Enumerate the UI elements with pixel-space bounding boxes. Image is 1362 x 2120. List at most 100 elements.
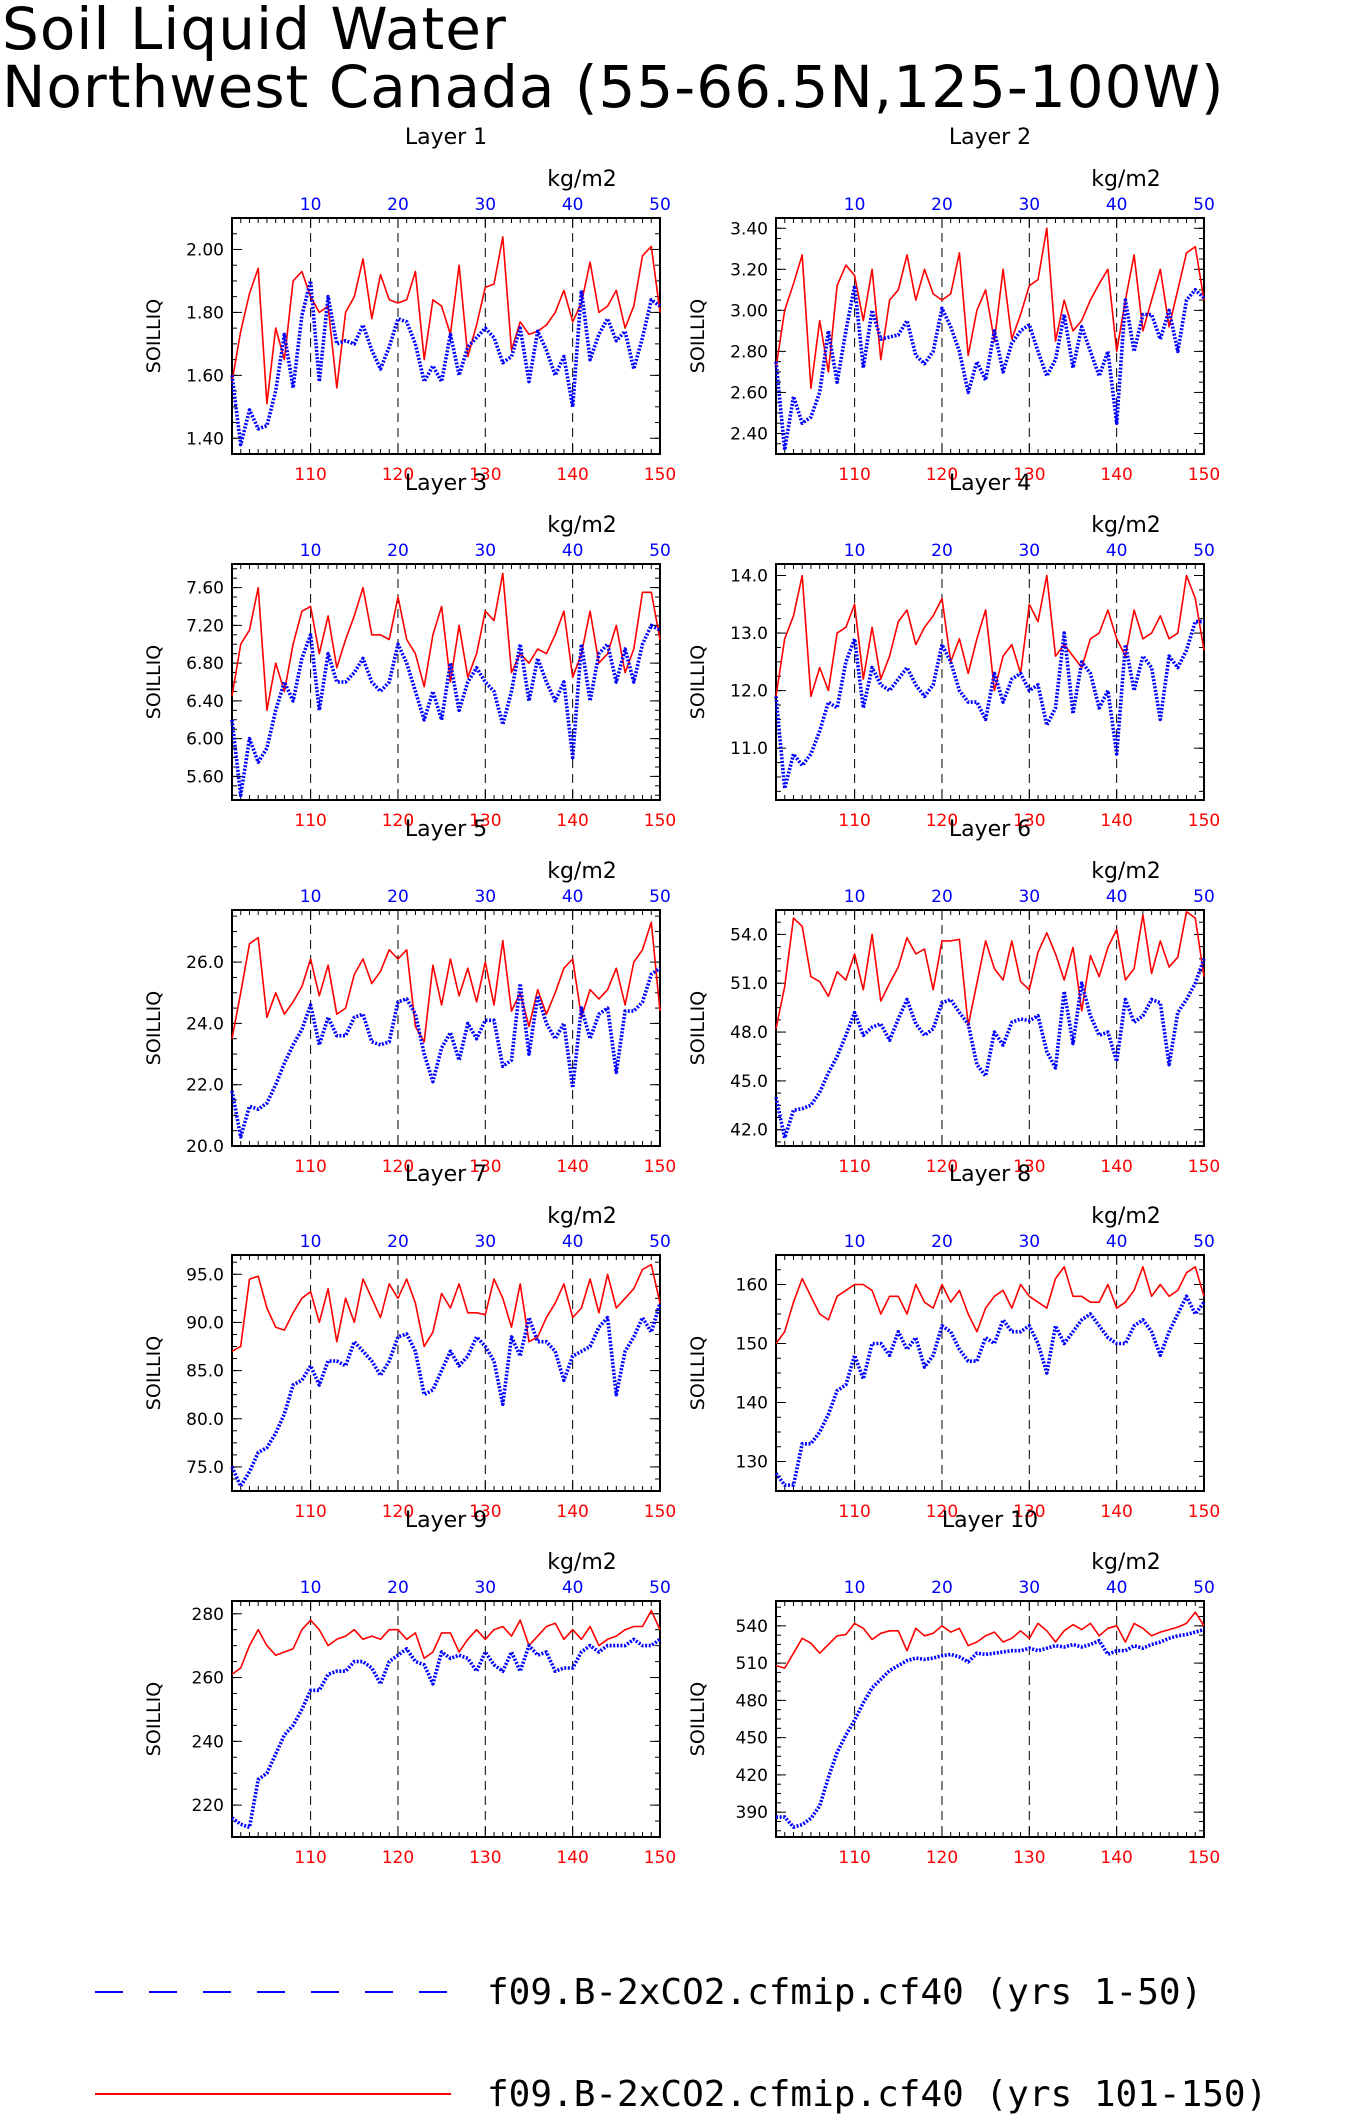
y-tick-label: 45.0 <box>730 1072 768 1092</box>
x-tick-label-top: 30 <box>1018 1232 1040 1252</box>
top-axis-label: kg/m2 <box>1091 513 1161 538</box>
x-tick-label-top: 30 <box>1018 1578 1040 1598</box>
x-tick-label-bottom: 120 <box>382 1848 414 1868</box>
legend-item-late: f09.B-2xCO2.cfmip.cf40 (yrs 101-150) <box>95 2070 1335 2120</box>
x-tick-label-top: 40 <box>562 1578 584 1598</box>
x-tick-label-bottom: 150 <box>644 1848 676 1868</box>
y-tick-label: 3.20 <box>730 260 768 280</box>
x-tick-label-bottom: 150 <box>644 811 676 831</box>
x-tick-label-bottom: 130 <box>1013 1502 1045 1522</box>
x-tick-label-top: 20 <box>387 887 409 907</box>
y-tick-label: 22.0 <box>186 1076 224 1096</box>
plot-frame <box>231 909 661 1147</box>
y-tick-label: 24.0 <box>186 1014 224 1034</box>
x-tick-label-top: 50 <box>649 1232 671 1252</box>
y-tick-label: 54.0 <box>730 925 768 945</box>
series-line-yrs-1-50 <box>230 1637 662 1830</box>
x-tick-label-top: 40 <box>1106 1578 1128 1598</box>
x-tick-label-top: 20 <box>387 1578 409 1598</box>
panel-title: Layer 7 <box>405 1162 487 1187</box>
y-tick-label: 1.80 <box>186 303 224 323</box>
y-axis-label: SOILLIQ <box>143 1336 165 1410</box>
plot-frame <box>231 1600 661 1838</box>
plot-frame <box>231 1254 661 1492</box>
y-tick-label: 48.0 <box>730 1023 768 1043</box>
x-tick-label-top: 50 <box>1193 541 1215 561</box>
series-line-yrs-101-150 <box>775 227 1205 390</box>
series-line-yrs-101-150 <box>775 910 1205 1029</box>
y-tick-label: 240 <box>192 1732 224 1752</box>
x-tick-label-top: 40 <box>1106 887 1128 907</box>
x-tick-label-bottom: 150 <box>1188 811 1220 831</box>
x-tick-label-top: 50 <box>649 541 671 561</box>
plot-frame <box>775 1254 1205 1492</box>
series-line-yrs-1-50 <box>774 283 1206 452</box>
y-tick-label: 540 <box>736 1617 768 1637</box>
x-tick-label-top: 10 <box>300 195 322 215</box>
legend-swatch-solid-red <box>95 2093 451 2095</box>
plot-frame <box>775 217 1205 455</box>
x-tick-label-bottom: 110 <box>294 1157 326 1177</box>
chart-title-line-1: Soil Liquid Water <box>2 0 507 63</box>
x-tick-label-top: 20 <box>387 541 409 561</box>
y-axis-label: SOILLIQ <box>687 991 709 1065</box>
y-axis-label: SOILLIQ <box>687 299 709 373</box>
y-tick-label: 140 <box>736 1394 768 1414</box>
panel-title: Layer 8 <box>949 1162 1031 1187</box>
y-axis-label: SOILLIQ <box>687 1336 709 1410</box>
x-tick-label-bottom: 110 <box>838 1157 870 1177</box>
panel-layer-10: 390 420 450 480 510 540 110 120 130 140 150 10 20 30 4… <box>687 1508 1220 1868</box>
x-tick-label-bottom: 130 <box>469 1848 501 1868</box>
panel-title: Layer 10 <box>942 1508 1038 1533</box>
x-tick-label-bottom: 140 <box>1100 1157 1132 1177</box>
y-tick-label: 7.20 <box>186 616 224 636</box>
x-tick-label-bottom: 140 <box>556 1848 588 1868</box>
panel-title: Layer 5 <box>405 817 487 842</box>
x-tick-label-bottom: 140 <box>1100 1502 1132 1522</box>
y-tick-label: 2.40 <box>730 424 768 444</box>
series-line-yrs-101-150 <box>231 1609 661 1676</box>
x-tick-label-top: 40 <box>562 887 584 907</box>
series-line-yrs-1-50 <box>230 966 662 1139</box>
x-tick-label-bottom: 140 <box>1100 811 1132 831</box>
y-tick-label: 1.40 <box>186 429 224 449</box>
y-axis-label: SOILLIQ <box>143 299 165 373</box>
y-tick-label: 80.0 <box>186 1410 224 1430</box>
x-tick-label-top: 10 <box>844 195 866 215</box>
y-tick-label: 20.0 <box>186 1137 224 1157</box>
x-tick-label-top: 30 <box>474 541 496 561</box>
y-tick-label: 2.00 <box>186 240 224 260</box>
y-axis-label: SOILLIQ <box>143 645 165 719</box>
x-tick-label-bottom: 150 <box>1188 465 1220 485</box>
x-tick-label-bottom: 120 <box>926 811 958 831</box>
y-tick-label: 51.0 <box>730 974 768 994</box>
y-tick-label: 26.0 <box>186 953 224 973</box>
x-tick-label-top: 50 <box>1193 1578 1215 1598</box>
y-tick-label: 90.0 <box>186 1313 224 1333</box>
x-tick-label-top: 30 <box>1018 887 1040 907</box>
x-tick-label-bottom: 150 <box>1188 1502 1220 1522</box>
y-tick-label: 5.60 <box>186 767 224 787</box>
x-tick-label-top: 30 <box>474 887 496 907</box>
panel-layer-7: 75.0 80.0 85.0 90.0 95.0 110 120 130 140 150 10 20 3… <box>143 1162 676 1522</box>
x-tick-label-top: 30 <box>474 195 496 215</box>
y-tick-label: 480 <box>736 1691 768 1711</box>
x-tick-label-top: 20 <box>931 1232 953 1252</box>
y-tick-label: 150 <box>736 1335 768 1355</box>
x-tick-label-top: 30 <box>1018 195 1040 215</box>
x-tick-label-bottom: 130 <box>469 465 501 485</box>
y-tick-label: 510 <box>736 1654 768 1674</box>
y-axis-label: SOILLIQ <box>687 645 709 719</box>
series-line-yrs-1-50 <box>774 1294 1206 1487</box>
x-tick-label-bottom: 150 <box>644 465 676 485</box>
y-tick-label: 75.0 <box>186 1458 224 1478</box>
x-tick-label-top: 50 <box>1193 887 1215 907</box>
x-tick-label-bottom: 130 <box>1013 1157 1045 1177</box>
x-tick-label-bottom: 130 <box>1013 811 1045 831</box>
series-line-yrs-1-50 <box>230 1302 662 1488</box>
x-tick-label-bottom: 110 <box>294 811 326 831</box>
x-tick-label-top: 40 <box>1106 1232 1128 1252</box>
y-axis-label: SOILLIQ <box>143 991 165 1065</box>
x-tick-label-bottom: 120 <box>382 1157 414 1177</box>
x-tick-label-bottom: 130 <box>469 1157 501 1177</box>
